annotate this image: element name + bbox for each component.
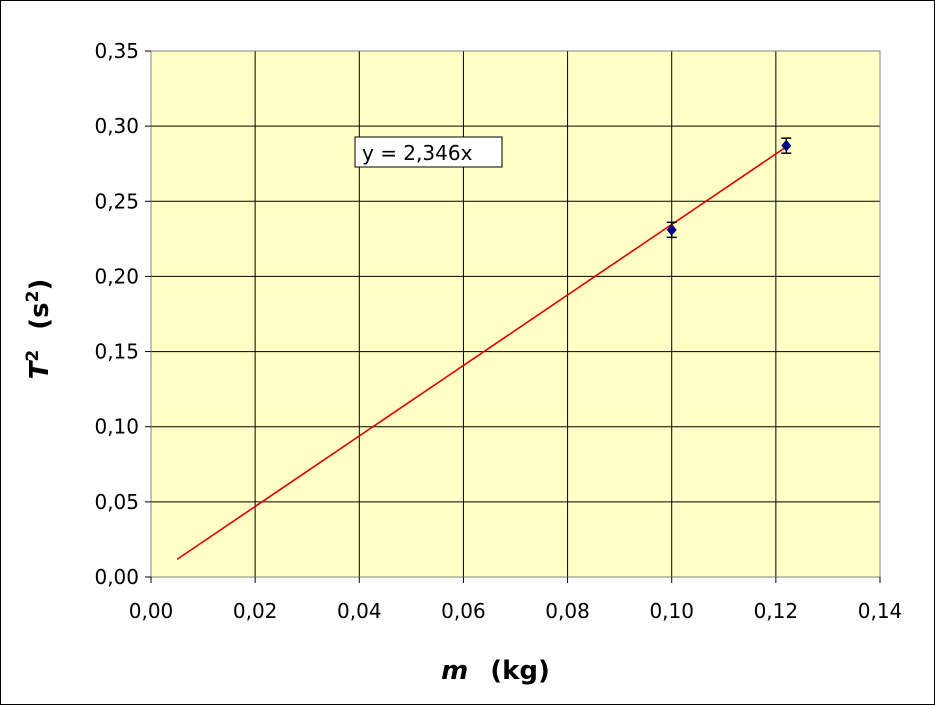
y-tick-label: 0,30 (94, 114, 139, 138)
x-tick-label: 0,08 (545, 599, 590, 623)
x-tick-label: 0,06 (441, 599, 486, 623)
y-axis-unit-sup: 2 (23, 291, 43, 303)
y-tick-label: 0,15 (94, 340, 139, 364)
y-tick-label: 0,25 (94, 189, 139, 213)
x-axis-ticks: 0,00 0,02 0,04 0,06 0,08 0,10 0,12 0,14 (129, 577, 903, 623)
data-points (666, 137, 792, 239)
y-tick-label: 0,00 (94, 565, 139, 589)
data-point (781, 139, 792, 152)
x-tick-label: 0,02 (233, 599, 278, 623)
data-point (666, 223, 677, 236)
y-axis-unit: (s (25, 302, 55, 329)
y-tick-label: 0,20 (94, 264, 139, 288)
x-tick-label: 0,00 (129, 599, 174, 623)
y-tick-label: 0,10 (94, 415, 139, 439)
y-axis-ticks: 0,00 0,05 0,10 0,15 0,20 0,25 0,30 0,35 (94, 39, 151, 589)
y-axis-title: T2(s2) (23, 279, 55, 380)
plot-area (151, 51, 880, 577)
y-axis-unit-close: ) (25, 279, 55, 291)
y-tick-label: 0,35 (94, 39, 139, 63)
equation-label: y = 2,346x (354, 136, 503, 168)
x-axis-var: m (441, 656, 468, 686)
y-tick-label: 0,05 (94, 490, 139, 514)
y-axis-var: T (25, 359, 55, 379)
y-axis-var-sup: 2 (23, 350, 43, 362)
x-axis-title: m (kg) (441, 656, 550, 686)
x-axis-unit: (kg) (490, 656, 550, 686)
equation-text: y = 2,346x (362, 141, 473, 165)
plot-border (150, 50, 881, 578)
trendline (176, 146, 787, 561)
x-tick-label: 0,04 (337, 599, 382, 623)
x-tick-label: 0,10 (649, 599, 694, 623)
x-tick-label: 0,12 (754, 599, 799, 623)
x-tick-label: 0,14 (858, 599, 903, 623)
